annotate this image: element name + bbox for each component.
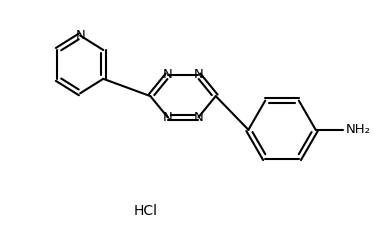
Text: HCl: HCl	[134, 204, 157, 218]
Text: N: N	[163, 111, 172, 124]
Text: NH₂: NH₂	[346, 123, 371, 136]
Text: N: N	[163, 68, 172, 82]
Text: N: N	[75, 29, 85, 42]
Text: N: N	[194, 111, 203, 124]
Text: N: N	[194, 68, 203, 82]
